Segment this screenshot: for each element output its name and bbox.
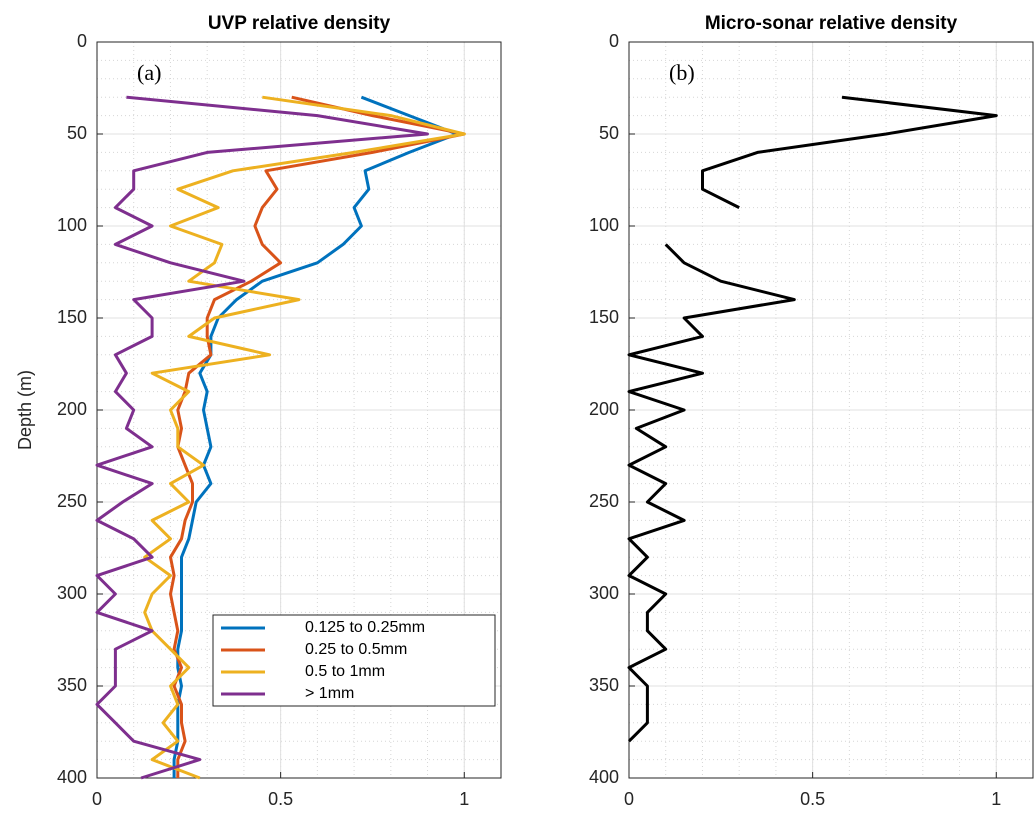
y-tick-label: 100 [589,215,619,235]
y-axis-label: Depth (m) [15,370,35,450]
x-tick-label: 0 [624,789,634,809]
x-tick-label: 0 [92,789,102,809]
y-tick-label: 200 [589,399,619,419]
legend-label: 0.125 to 0.25mm [305,619,425,636]
x-tick-label: 1 [459,789,469,809]
data-line [143,95,466,780]
y-tick-label: 400 [589,767,619,787]
y-tick-label: 350 [589,675,619,695]
data-line [627,95,998,743]
y-tick-label: 100 [57,215,87,235]
y-tick-label: 400 [57,767,87,787]
y-tick-label: 350 [57,675,87,695]
legend-label: 0.5 to 1mm [305,663,385,680]
y-tick-label: 0 [609,31,619,51]
y-tick-label: 250 [589,491,619,511]
legend-box [212,614,496,707]
y-tick-label: 50 [67,123,87,143]
y-tick-label: 300 [57,583,87,603]
axes-box [628,41,1034,779]
legend-label: 0.25 to 0.5mm [305,641,407,658]
data-line [95,95,429,780]
panel-label: (a) [137,60,161,85]
data-line [172,95,459,778]
y-tick-label: 200 [57,399,87,419]
y-tick-label: 0 [77,31,87,51]
y-tick-label: 150 [57,307,87,327]
y-tick-label: 300 [589,583,619,603]
legend-label: > 1mm [305,685,354,702]
x-tick-label: 1 [991,789,1001,809]
axes-box [96,41,502,779]
chart-title: Micro-sonar relative density [705,13,958,34]
panel: 0 0.5 1 0 50 100 150 200 250 300 350 400 UVP relativ… [15,13,502,809]
panel-label: (b) [669,60,695,85]
data-line [169,95,466,778]
x-tick-label: 0.5 [800,789,825,809]
y-tick-label: 250 [57,491,87,511]
y-tick-label: 50 [599,123,619,143]
y-tick-label: 150 [589,307,619,327]
x-tick-label: 0.5 [268,789,293,809]
chart-title: UVP relative density [208,13,391,34]
panel: 0 0.5 1 0 50 100 150 200 250 300 350 400 Micro-sonar… [589,13,1034,809]
